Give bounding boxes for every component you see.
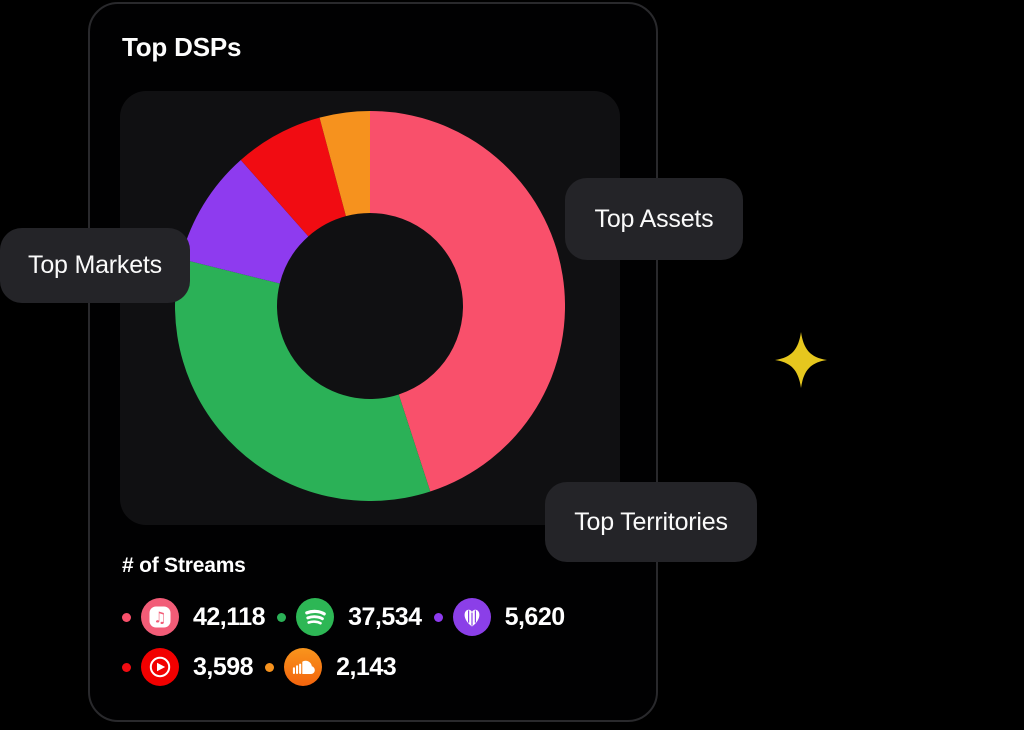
legend-item-apple-music: 42,118 <box>122 598 266 636</box>
legend-value: 42,118 <box>193 602 266 631</box>
top-markets-chip[interactable]: Top Markets <box>0 228 190 303</box>
legend-row-1: 42,118 37,534 5,620 <box>122 598 577 636</box>
sparkle-shape <box>775 332 827 388</box>
donut-segment-apple-music <box>370 111 565 492</box>
donut-segment-soundcloud <box>319 111 370 217</box>
soundcloud-icon <box>284 648 322 686</box>
youtube-music-icon <box>141 648 179 686</box>
apple-music-icon <box>141 598 179 636</box>
top-assets-chip[interactable]: Top Assets <box>565 178 743 260</box>
legend: 42,118 37,534 5,620 3,598 2,143 <box>122 598 577 686</box>
top-dsps-card: Top DSPs # of Streams 42,118 37,534 5,62… <box>88 2 658 722</box>
legend-value: 5,620 <box>504 602 566 631</box>
legend-item-soundcloud: 2,143 <box>265 648 397 686</box>
top-markets-label: Top Markets <box>28 251 162 279</box>
deezer-icon <box>453 598 491 636</box>
top-territories-chip[interactable]: Top Territories <box>545 482 757 562</box>
top-assets-label: Top Assets <box>594 204 714 233</box>
legend-dot <box>277 612 287 622</box>
legend-dot <box>122 662 131 672</box>
legend-title: # of Streams <box>122 554 246 577</box>
legend-item-deezer: 5,620 <box>433 598 566 636</box>
chart-panel <box>120 91 620 525</box>
donut-segment-youtube-music <box>240 117 346 237</box>
donut-segment-deezer <box>180 159 309 284</box>
legend-dot <box>265 662 275 672</box>
spotify-icon <box>296 598 334 636</box>
legend-value: 3,598 <box>193 652 254 681</box>
legend-dot <box>433 612 443 622</box>
legend-row-2: 3,598 2,143 <box>122 648 577 686</box>
legend-value: 2,143 <box>336 652 397 681</box>
legend-item-youtube-music: 3,598 <box>122 648 254 686</box>
top-territories-label: Top Territories <box>574 507 728 536</box>
legend-item-spotify: 37,534 <box>277 598 422 636</box>
card-title: Top DSPs <box>122 32 242 62</box>
sparkle-icon <box>775 332 827 388</box>
legend-value: 37,534 <box>348 602 422 631</box>
donut-segment-spotify <box>175 258 431 501</box>
donut-chart <box>175 111 565 501</box>
legend-dot <box>122 612 131 622</box>
